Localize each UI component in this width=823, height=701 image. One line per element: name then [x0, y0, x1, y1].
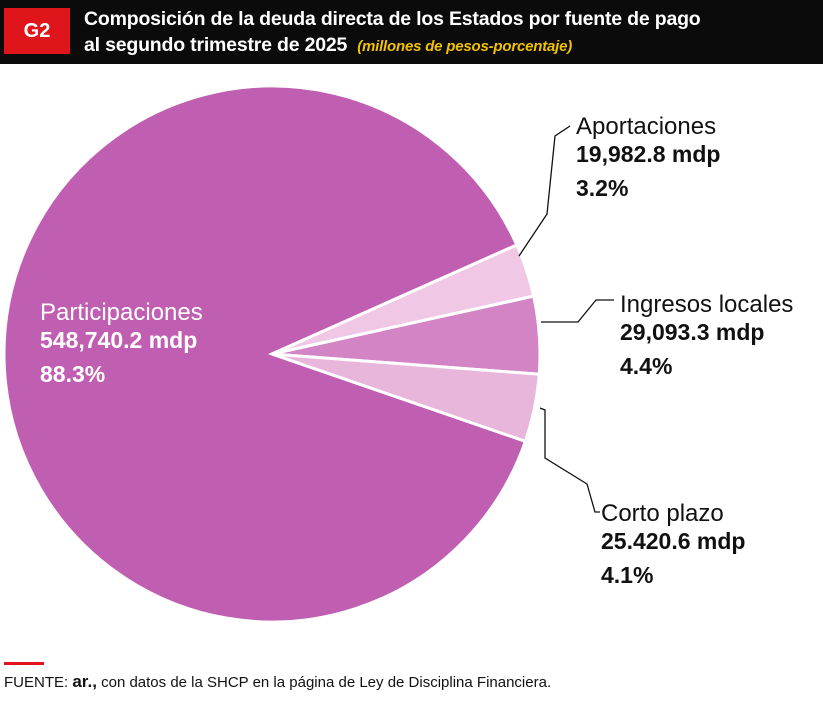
- label-ingresos-locales-value: 29,093.3 mdp: [620, 319, 764, 345]
- chart-header: G2 Composición de la deuda directa de lo…: [0, 0, 823, 64]
- label-ingresos-locales-name: Ingresos locales: [620, 291, 793, 318]
- label-ingresos-locales-percent: 4.4%: [620, 353, 672, 379]
- source-text: con datos de la SHCP en la página de Ley…: [96, 674, 552, 691]
- chart-title-line1: Composición de la deuda directa de los E…: [84, 8, 701, 30]
- slice-participaciones: [2, 84, 528, 624]
- source-name: ar.,: [72, 672, 97, 691]
- chart-badge: G2: [4, 8, 70, 54]
- chart-title-line2-text: al segundo trimestre de 2025: [84, 34, 348, 56]
- label-participaciones-value: 548,740.2 mdp: [40, 327, 197, 353]
- leader-ingresos-locales: [541, 299, 614, 323]
- source-note: FUENTE: ar., con datos de la SHCP en la …: [4, 672, 551, 692]
- chart-title-line2: al segundo trimestre de 2025 (millones de…: [84, 34, 572, 57]
- pie-slices: [2, 84, 542, 624]
- label-corto-plazo-value: 25.420.6 mdp: [601, 528, 745, 554]
- label-participaciones-percent: 88.3%: [40, 361, 105, 387]
- source-prefix: FUENTE:: [4, 674, 73, 691]
- label-aportaciones-value: 19,982.8 mdp: [576, 141, 720, 167]
- leader-lines: [518, 125, 614, 513]
- label-corto-plazo-percent: 4.1%: [601, 562, 653, 588]
- label-aportaciones-percent: 3.2%: [576, 175, 628, 201]
- slice-corto-plazo: [271, 352, 541, 444]
- leader-corto-plazo: [539, 407, 600, 513]
- leader-aportaciones: [518, 125, 571, 257]
- label-aportaciones-name: Aportaciones: [576, 113, 716, 140]
- chart-subtitle: (millones de pesos-porcentaje): [357, 38, 573, 55]
- footer-rule: [4, 662, 44, 665]
- label-participaciones-name: Participaciones: [40, 299, 203, 326]
- label-corto-plazo-name: Corto plazo: [601, 500, 724, 527]
